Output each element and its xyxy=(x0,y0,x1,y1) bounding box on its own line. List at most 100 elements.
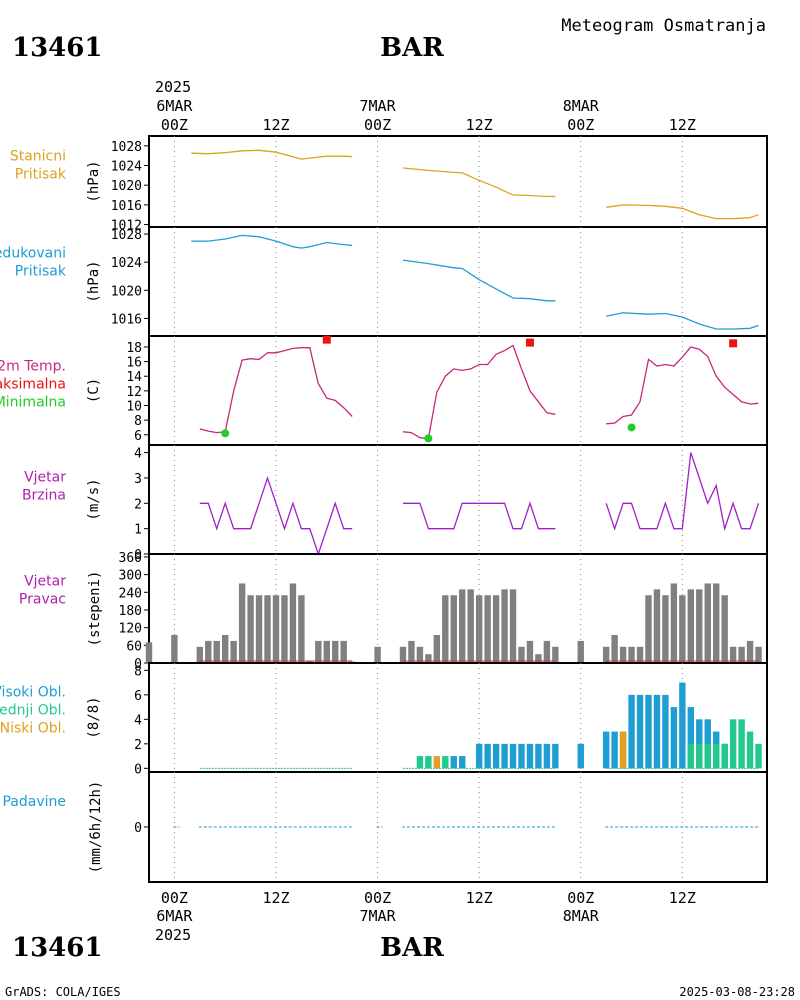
y-tick-label: 0 xyxy=(134,657,142,672)
wind-direction-bar xyxy=(619,646,627,663)
max-temp-marker xyxy=(729,339,738,348)
panel-label: 2m Temp. xyxy=(0,359,66,375)
min-temp-marker xyxy=(221,429,230,438)
wind-direction-bar xyxy=(298,595,305,663)
wind-direction-bar xyxy=(653,589,661,663)
panel-label: Maksimalna xyxy=(0,377,66,393)
station-name-bottom: BAR xyxy=(380,933,444,963)
wind-direction-bar xyxy=(264,595,271,663)
y-tick-label: 60 xyxy=(126,639,142,654)
wind-direction-bar xyxy=(738,646,745,663)
wind-direction-bar xyxy=(332,640,339,663)
y-tick-label: 1020 xyxy=(111,179,142,194)
wind-direction-bar xyxy=(247,595,254,663)
cloud-bar-0 xyxy=(450,756,457,769)
bottom-day-label: 6MAR xyxy=(156,907,193,925)
wind-direction-bar xyxy=(467,589,474,663)
wind-direction-bar xyxy=(755,646,762,663)
wind-direction-bar xyxy=(340,640,347,663)
y-tick-label: 3 xyxy=(134,472,142,487)
y-tick-label: 1 xyxy=(134,523,142,538)
cloud-bar-1 xyxy=(729,719,737,769)
wind-direction-bar xyxy=(315,640,322,663)
y-tick-label: 16 xyxy=(126,356,142,371)
y-unit-label: (hPa) xyxy=(86,260,102,302)
top-hour-label: 12Z xyxy=(669,116,696,134)
top-hour-label: 12Z xyxy=(466,116,493,134)
bottom-hour-label: 00Z xyxy=(567,889,594,907)
series-line-station_pressure xyxy=(191,149,353,160)
wind-direction-bar xyxy=(636,646,644,663)
footer-timestamp: 2025-03-08-23:28 xyxy=(679,985,795,999)
wind-direction-bar xyxy=(721,595,728,663)
wind-direction-bar xyxy=(171,635,178,663)
wind-direction-bar xyxy=(323,640,330,663)
cloud-bar-2 xyxy=(433,756,441,769)
wind-direction-bar xyxy=(289,583,297,663)
wind-direction-bar xyxy=(552,646,559,663)
panel-label: Padavine xyxy=(2,794,66,810)
footer-source: GrADS: COLA/IGES xyxy=(5,985,121,999)
panel-frame-station_pressure xyxy=(148,135,768,228)
cloud-bar-0 xyxy=(679,682,686,769)
cloud-bar-0 xyxy=(526,743,534,769)
bottom-day-label: 8MAR xyxy=(563,907,600,925)
series-line-wind_speed xyxy=(403,501,556,530)
panel-label: Brzina xyxy=(22,488,66,504)
cloud-bar-1 xyxy=(687,743,695,769)
panel-frame-wind_speed xyxy=(148,444,768,555)
cloud-bar-1 xyxy=(738,719,745,769)
cloud-bar-1 xyxy=(425,756,432,769)
panel-label: Srednji Obl. xyxy=(0,703,66,719)
wind-direction-bar xyxy=(281,595,288,663)
panel-label: Minimalna xyxy=(0,395,66,411)
wind-direction-bar xyxy=(484,595,491,663)
cloud-bar-0 xyxy=(577,743,584,769)
panel-label: Pritisak xyxy=(15,167,67,183)
panel-label: Visoki Obl. xyxy=(0,685,66,701)
min-temp-marker xyxy=(424,434,433,443)
wind-direction-bar xyxy=(662,595,669,663)
cloud-bar-1 xyxy=(746,731,754,769)
top-day-label: 8MAR xyxy=(563,97,600,115)
top-hour-label: 00Z xyxy=(567,116,594,134)
wind-direction-bar xyxy=(628,646,635,663)
wind-direction-bar xyxy=(696,589,703,663)
wind-direction-bar xyxy=(450,595,457,663)
cloud-bar-0 xyxy=(459,756,466,769)
wind-direction-bar xyxy=(535,654,542,663)
panel-label: Vjetar xyxy=(24,470,66,486)
y-tick-label: 12 xyxy=(126,385,142,400)
y-tick-label: 1024 xyxy=(111,160,142,175)
wind-direction-bar xyxy=(221,635,229,663)
top-hour-label: 00Z xyxy=(161,116,188,134)
panel-label: Vjetar xyxy=(24,574,66,590)
wind-direction-bar xyxy=(145,642,153,663)
bottom-hour-label: 12Z xyxy=(262,889,289,907)
y-unit-label: (C) xyxy=(86,378,102,403)
cloud-bar-0 xyxy=(518,743,525,769)
wind-direction-bar xyxy=(425,654,432,663)
series-line-reduced_pressure xyxy=(191,234,353,249)
min-temp-marker xyxy=(627,423,636,432)
y-tick-label: 6 xyxy=(134,429,142,444)
wind-direction-bar xyxy=(272,595,280,663)
y-tick-label: 180 xyxy=(119,604,142,619)
wind-direction-bar xyxy=(408,640,415,663)
top-hour-label: 12Z xyxy=(262,116,289,134)
cloud-bar-0 xyxy=(552,743,559,769)
station-id-top: 13461 xyxy=(12,33,102,63)
cloud-bar-0 xyxy=(475,743,483,769)
wind-direction-bar xyxy=(255,595,263,663)
wind-direction-bar xyxy=(679,595,686,663)
series-line-wind_speed xyxy=(605,452,760,532)
cloud-bar-0 xyxy=(653,694,661,769)
y-tick-label: 1016 xyxy=(111,199,142,214)
wind-direction-bar xyxy=(526,640,534,663)
wind-direction-bar xyxy=(670,583,678,663)
y-tick-label: 1028 xyxy=(111,228,142,243)
panel-label: Stanicni xyxy=(10,149,66,165)
y-tick-label: 10 xyxy=(126,399,142,414)
y-unit-label: (hPa) xyxy=(86,160,102,202)
